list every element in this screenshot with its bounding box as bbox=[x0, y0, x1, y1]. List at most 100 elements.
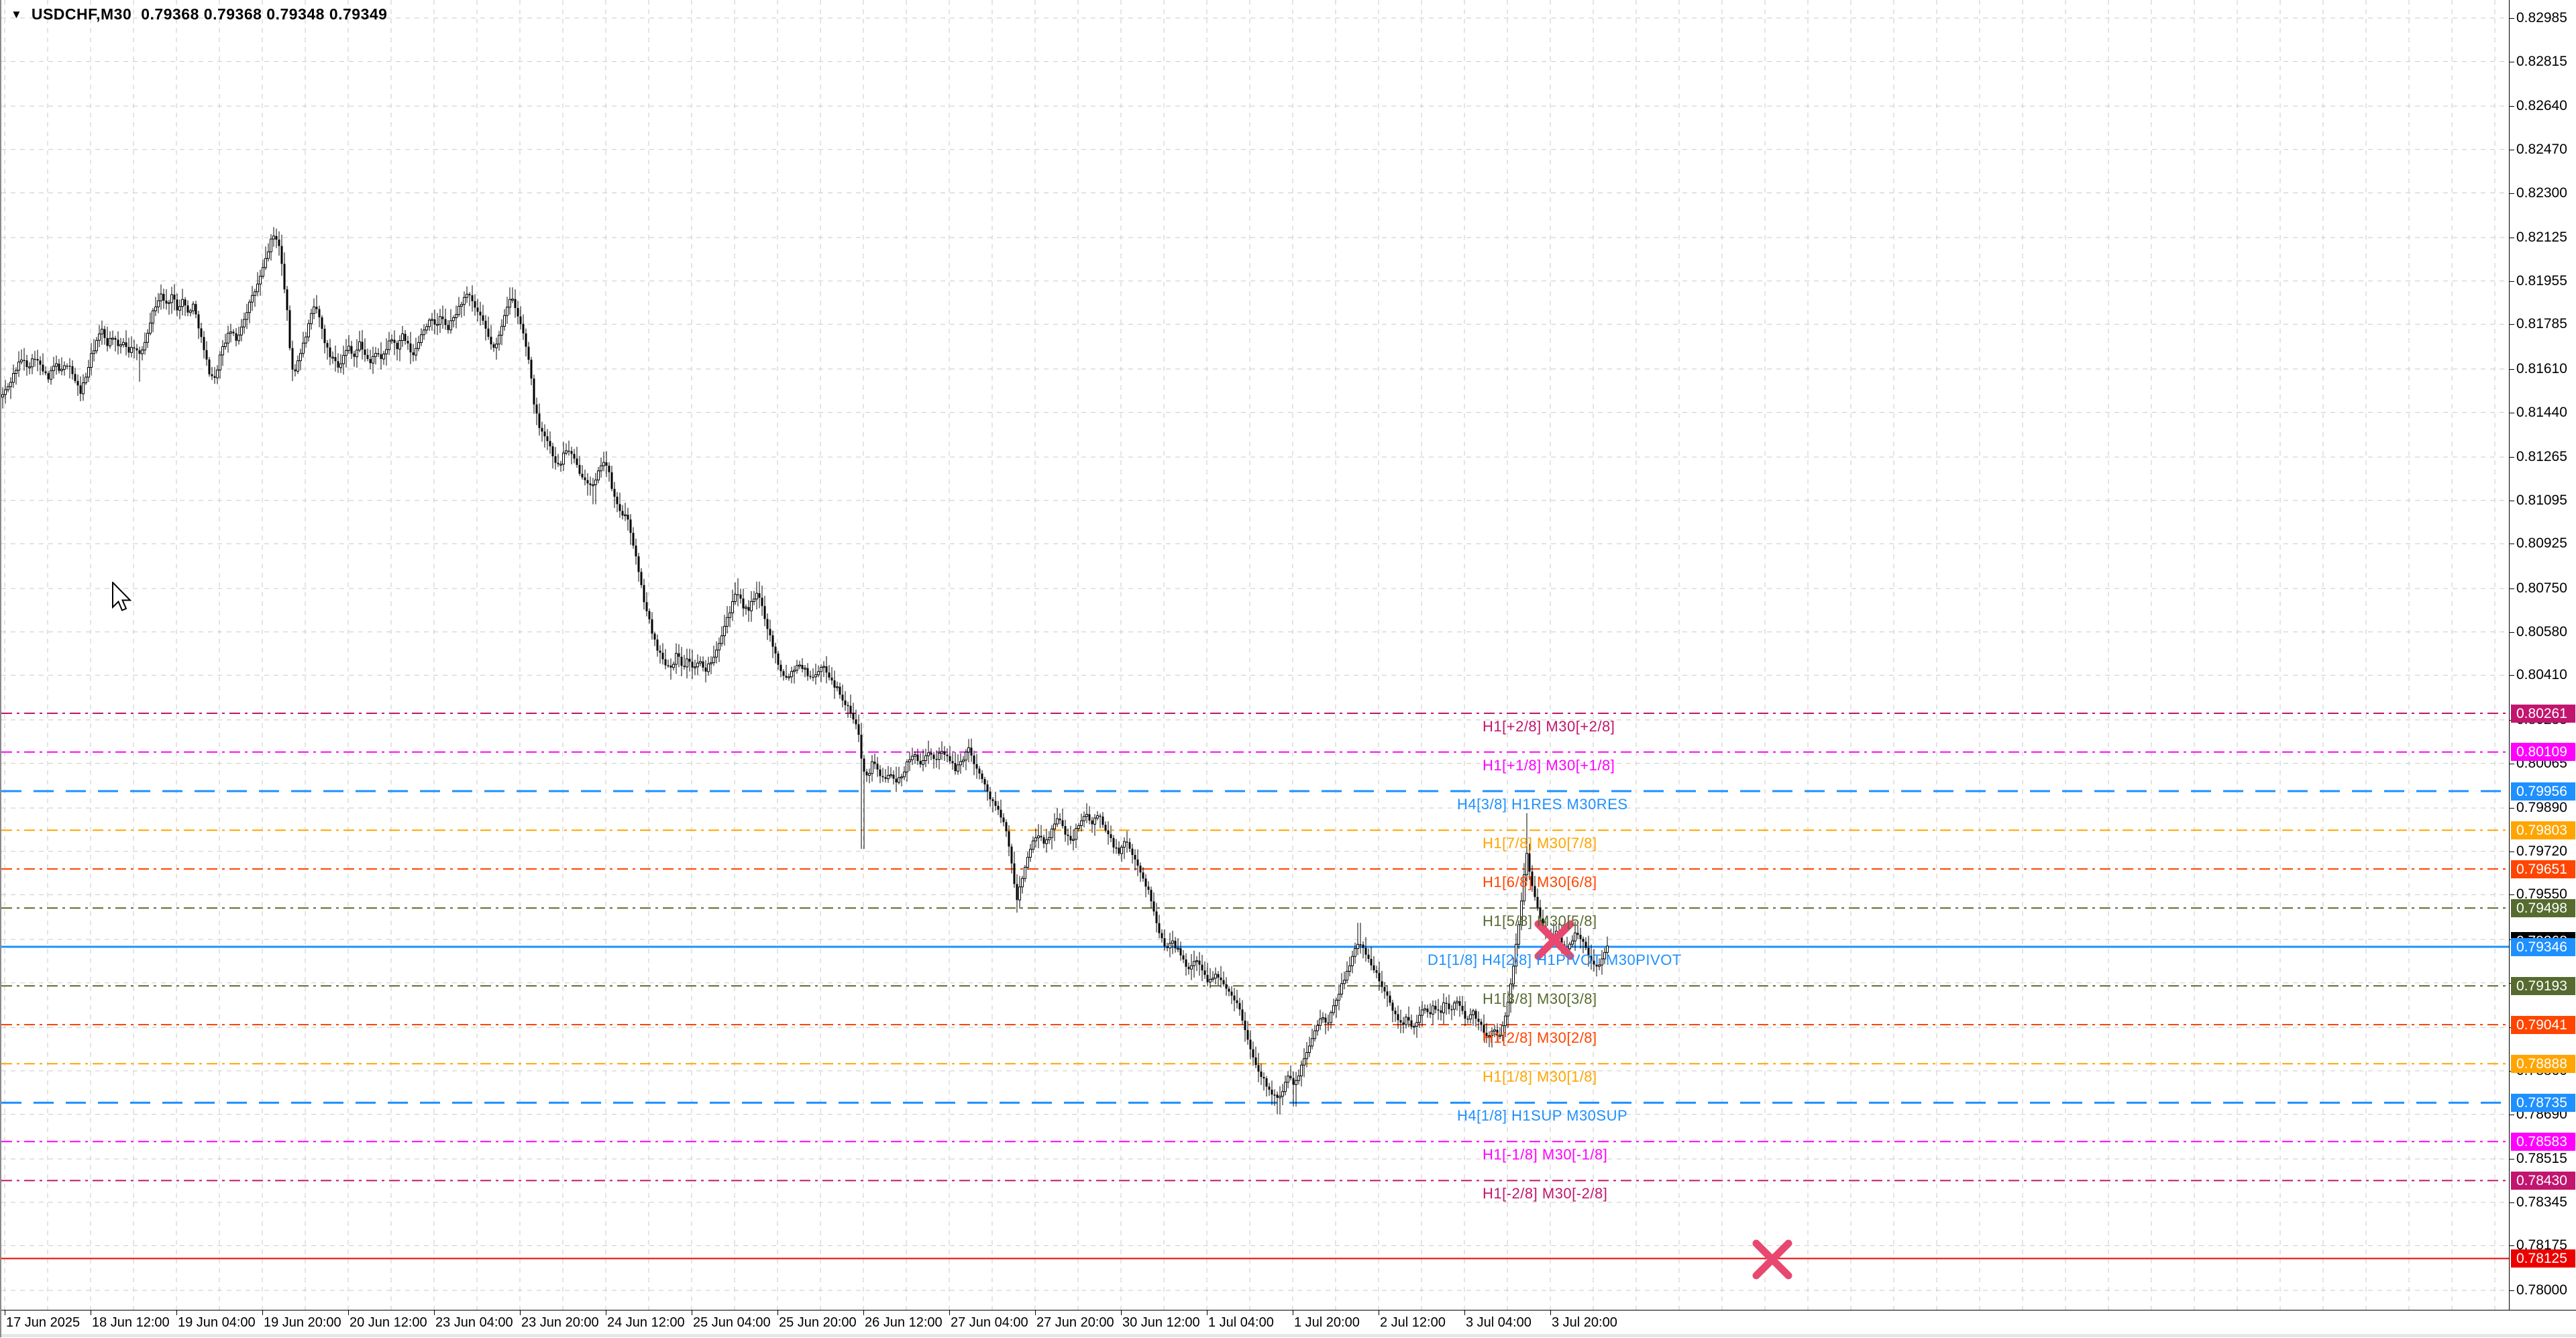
price-axis-label: 0.80410 bbox=[2516, 667, 2567, 683]
price-axis-label: 0.80925 bbox=[2516, 535, 2567, 552]
level-label: H1[+2/8] M30[+2/8] bbox=[1483, 718, 1615, 735]
time-axis-label: 24 Jun 12:00 bbox=[607, 1315, 685, 1330]
price-badge-0.79498: 0.79498 bbox=[2511, 898, 2575, 917]
price-badge-0.79346: 0.79346 bbox=[2511, 937, 2575, 956]
time-axis-label: 25 Jun 04:00 bbox=[693, 1315, 771, 1330]
price-badge-0.79956: 0.79956 bbox=[2511, 782, 2575, 801]
level-label: H1[7/8] M30[7/8] bbox=[1483, 835, 1597, 852]
price-axis-label: 0.81095 bbox=[2516, 492, 2567, 508]
time-axis-label: 2 Jul 12:00 bbox=[1380, 1315, 1446, 1330]
price-axis-label: 0.81265 bbox=[2516, 449, 2567, 465]
level-label: H1[2/8] M30[2/8] bbox=[1483, 1029, 1597, 1046]
price-axis-label: 0.82985 bbox=[2516, 9, 2567, 25]
time-axis-label: 23 Jun 04:00 bbox=[435, 1315, 513, 1330]
time-tick bbox=[434, 1310, 435, 1315]
plot-frame bbox=[1, 0, 2576, 1310]
price-tick bbox=[2510, 324, 2514, 325]
window-bottom-edge bbox=[1, 1334, 2576, 1337]
price-axis-label: 0.80580 bbox=[2516, 623, 2567, 639]
time-tick bbox=[863, 1310, 864, 1315]
level-label: H1[-1/8] M30[-1/8] bbox=[1483, 1146, 1608, 1164]
price-tick bbox=[2510, 1290, 2514, 1291]
price-tick bbox=[2510, 280, 2514, 282]
time-tick bbox=[176, 1310, 177, 1315]
price-axis-label: 0.82470 bbox=[2516, 141, 2567, 157]
cross-mark-1[interactable] bbox=[1534, 920, 1574, 960]
level-label: H1[5/8] M30[5/8] bbox=[1483, 913, 1597, 930]
time-tick bbox=[348, 1310, 349, 1315]
price-badge-0.79651: 0.79651 bbox=[2511, 860, 2575, 878]
time-tick bbox=[1121, 1310, 1122, 1315]
price-axis-label: 0.81955 bbox=[2516, 272, 2567, 289]
price-tick bbox=[2510, 1245, 2514, 1247]
price-badge-0.79803: 0.79803 bbox=[2511, 821, 2575, 839]
price-axis-label: 0.79550 bbox=[2516, 886, 2567, 903]
price-axis-label: 0.82300 bbox=[2516, 185, 2567, 201]
level-lines bbox=[1, 713, 2509, 1259]
bear-candle-bodies bbox=[23, 236, 1598, 1098]
price-tick bbox=[2510, 1159, 2514, 1160]
price-axis-label: 0.82125 bbox=[2516, 229, 2567, 245]
time-tick bbox=[1464, 1310, 1465, 1315]
cross-mark-2[interactable] bbox=[1752, 1239, 1792, 1280]
price-tick bbox=[2510, 894, 2514, 896]
price-axis-label: 0.79890 bbox=[2516, 800, 2567, 816]
price-axis-label: 0.78345 bbox=[2516, 1194, 2567, 1210]
price-axis-label: 0.80750 bbox=[2516, 580, 2567, 596]
chevron-down-icon[interactable]: ▼ bbox=[11, 8, 22, 21]
symbol-period-label: USDCHF,M30 bbox=[31, 5, 132, 23]
price-badge-0.78735: 0.78735 bbox=[2511, 1093, 2575, 1112]
level-label: H4[3/8] H1RES M30RES bbox=[1457, 796, 1628, 813]
mouse-cursor bbox=[112, 582, 132, 611]
time-axis-label: 26 Jun 12:00 bbox=[865, 1315, 943, 1330]
time-tick bbox=[949, 1310, 950, 1315]
price-axis-label: 0.78000 bbox=[2516, 1282, 2567, 1298]
level-label: D1[1/8] H4[2/8] H1PIVOT M30PIVOT bbox=[1428, 951, 1682, 968]
time-tick bbox=[520, 1310, 521, 1315]
time-axis-label: 18 Jun 12:00 bbox=[92, 1315, 170, 1330]
price-badge-0.79041: 0.79041 bbox=[2511, 1015, 2575, 1034]
level-label: H1[+1/8] M30[+1/8] bbox=[1483, 756, 1615, 774]
price-axis-label: 0.79720 bbox=[2516, 843, 2567, 859]
time-tick bbox=[262, 1310, 263, 1315]
price-axis-label: 0.81440 bbox=[2516, 404, 2567, 420]
time-axis-label: 3 Jul 20:00 bbox=[1552, 1315, 1617, 1330]
price-axis-label: 0.78175 bbox=[2516, 1237, 2567, 1253]
price-axis-label: 0.82640 bbox=[2516, 98, 2567, 114]
time-axis-label: 3 Jul 04:00 bbox=[1466, 1315, 1532, 1330]
price-badge-0.79193: 0.79193 bbox=[2511, 976, 2575, 995]
price-axis-label: 0.81610 bbox=[2516, 360, 2567, 376]
level-label: H1[-2/8] M30[-2/8] bbox=[1483, 1185, 1608, 1202]
level-label: H1[1/8] M30[1/8] bbox=[1483, 1068, 1597, 1086]
price-axis-label: 0.78515 bbox=[2516, 1151, 2567, 1167]
price-badge-0.80261: 0.80261 bbox=[2511, 704, 2575, 723]
price-tick bbox=[2510, 1202, 2514, 1203]
ohlc-values: 0.79368 0.79368 0.79348 0.79349 bbox=[141, 5, 388, 23]
time-axis-label: 25 Jun 20:00 bbox=[779, 1315, 857, 1330]
time-axis-label: 20 Jun 12:00 bbox=[350, 1315, 427, 1330]
price-tick bbox=[2510, 808, 2514, 809]
time-tick bbox=[777, 1310, 778, 1315]
price-tick bbox=[2510, 106, 2514, 107]
price-axis-label: 0.81785 bbox=[2516, 316, 2567, 332]
time-axis-label: 30 Jun 12:00 bbox=[1122, 1315, 1200, 1330]
price-tick bbox=[2510, 368, 2514, 370]
level-label: H1[3/8] M30[3/8] bbox=[1483, 990, 1597, 1008]
price-badge-0.78430: 0.78430 bbox=[2511, 1171, 2575, 1190]
time-axis-label: 27 Jun 04:00 bbox=[951, 1315, 1028, 1330]
price-tick bbox=[2510, 17, 2514, 19]
time-axis-label: 27 Jun 20:00 bbox=[1036, 1315, 1114, 1330]
price-axis[interactable]: 0.82985 0.82815 0.82640 0.82470 0.82300 0.821… bbox=[2509, 0, 2576, 1310]
level-label: H1[6/8] M30[6/8] bbox=[1483, 874, 1597, 890]
price-axis-label: 0.82815 bbox=[2516, 53, 2567, 69]
grid-lines bbox=[1, 0, 2509, 1310]
bull-candle-bodies bbox=[1, 236, 1609, 1098]
price-tick bbox=[2510, 457, 2514, 458]
price-badge-0.78888: 0.78888 bbox=[2511, 1054, 2575, 1073]
cross-marks[interactable] bbox=[1534, 920, 1792, 1280]
price-tick bbox=[2510, 631, 2514, 633]
time-tick bbox=[1550, 1310, 1551, 1315]
time-axis[interactable]: 17 Jun 2025 18 Jun 12:00 19 Jun 04:00 19 Ju… bbox=[1, 1310, 2576, 1338]
